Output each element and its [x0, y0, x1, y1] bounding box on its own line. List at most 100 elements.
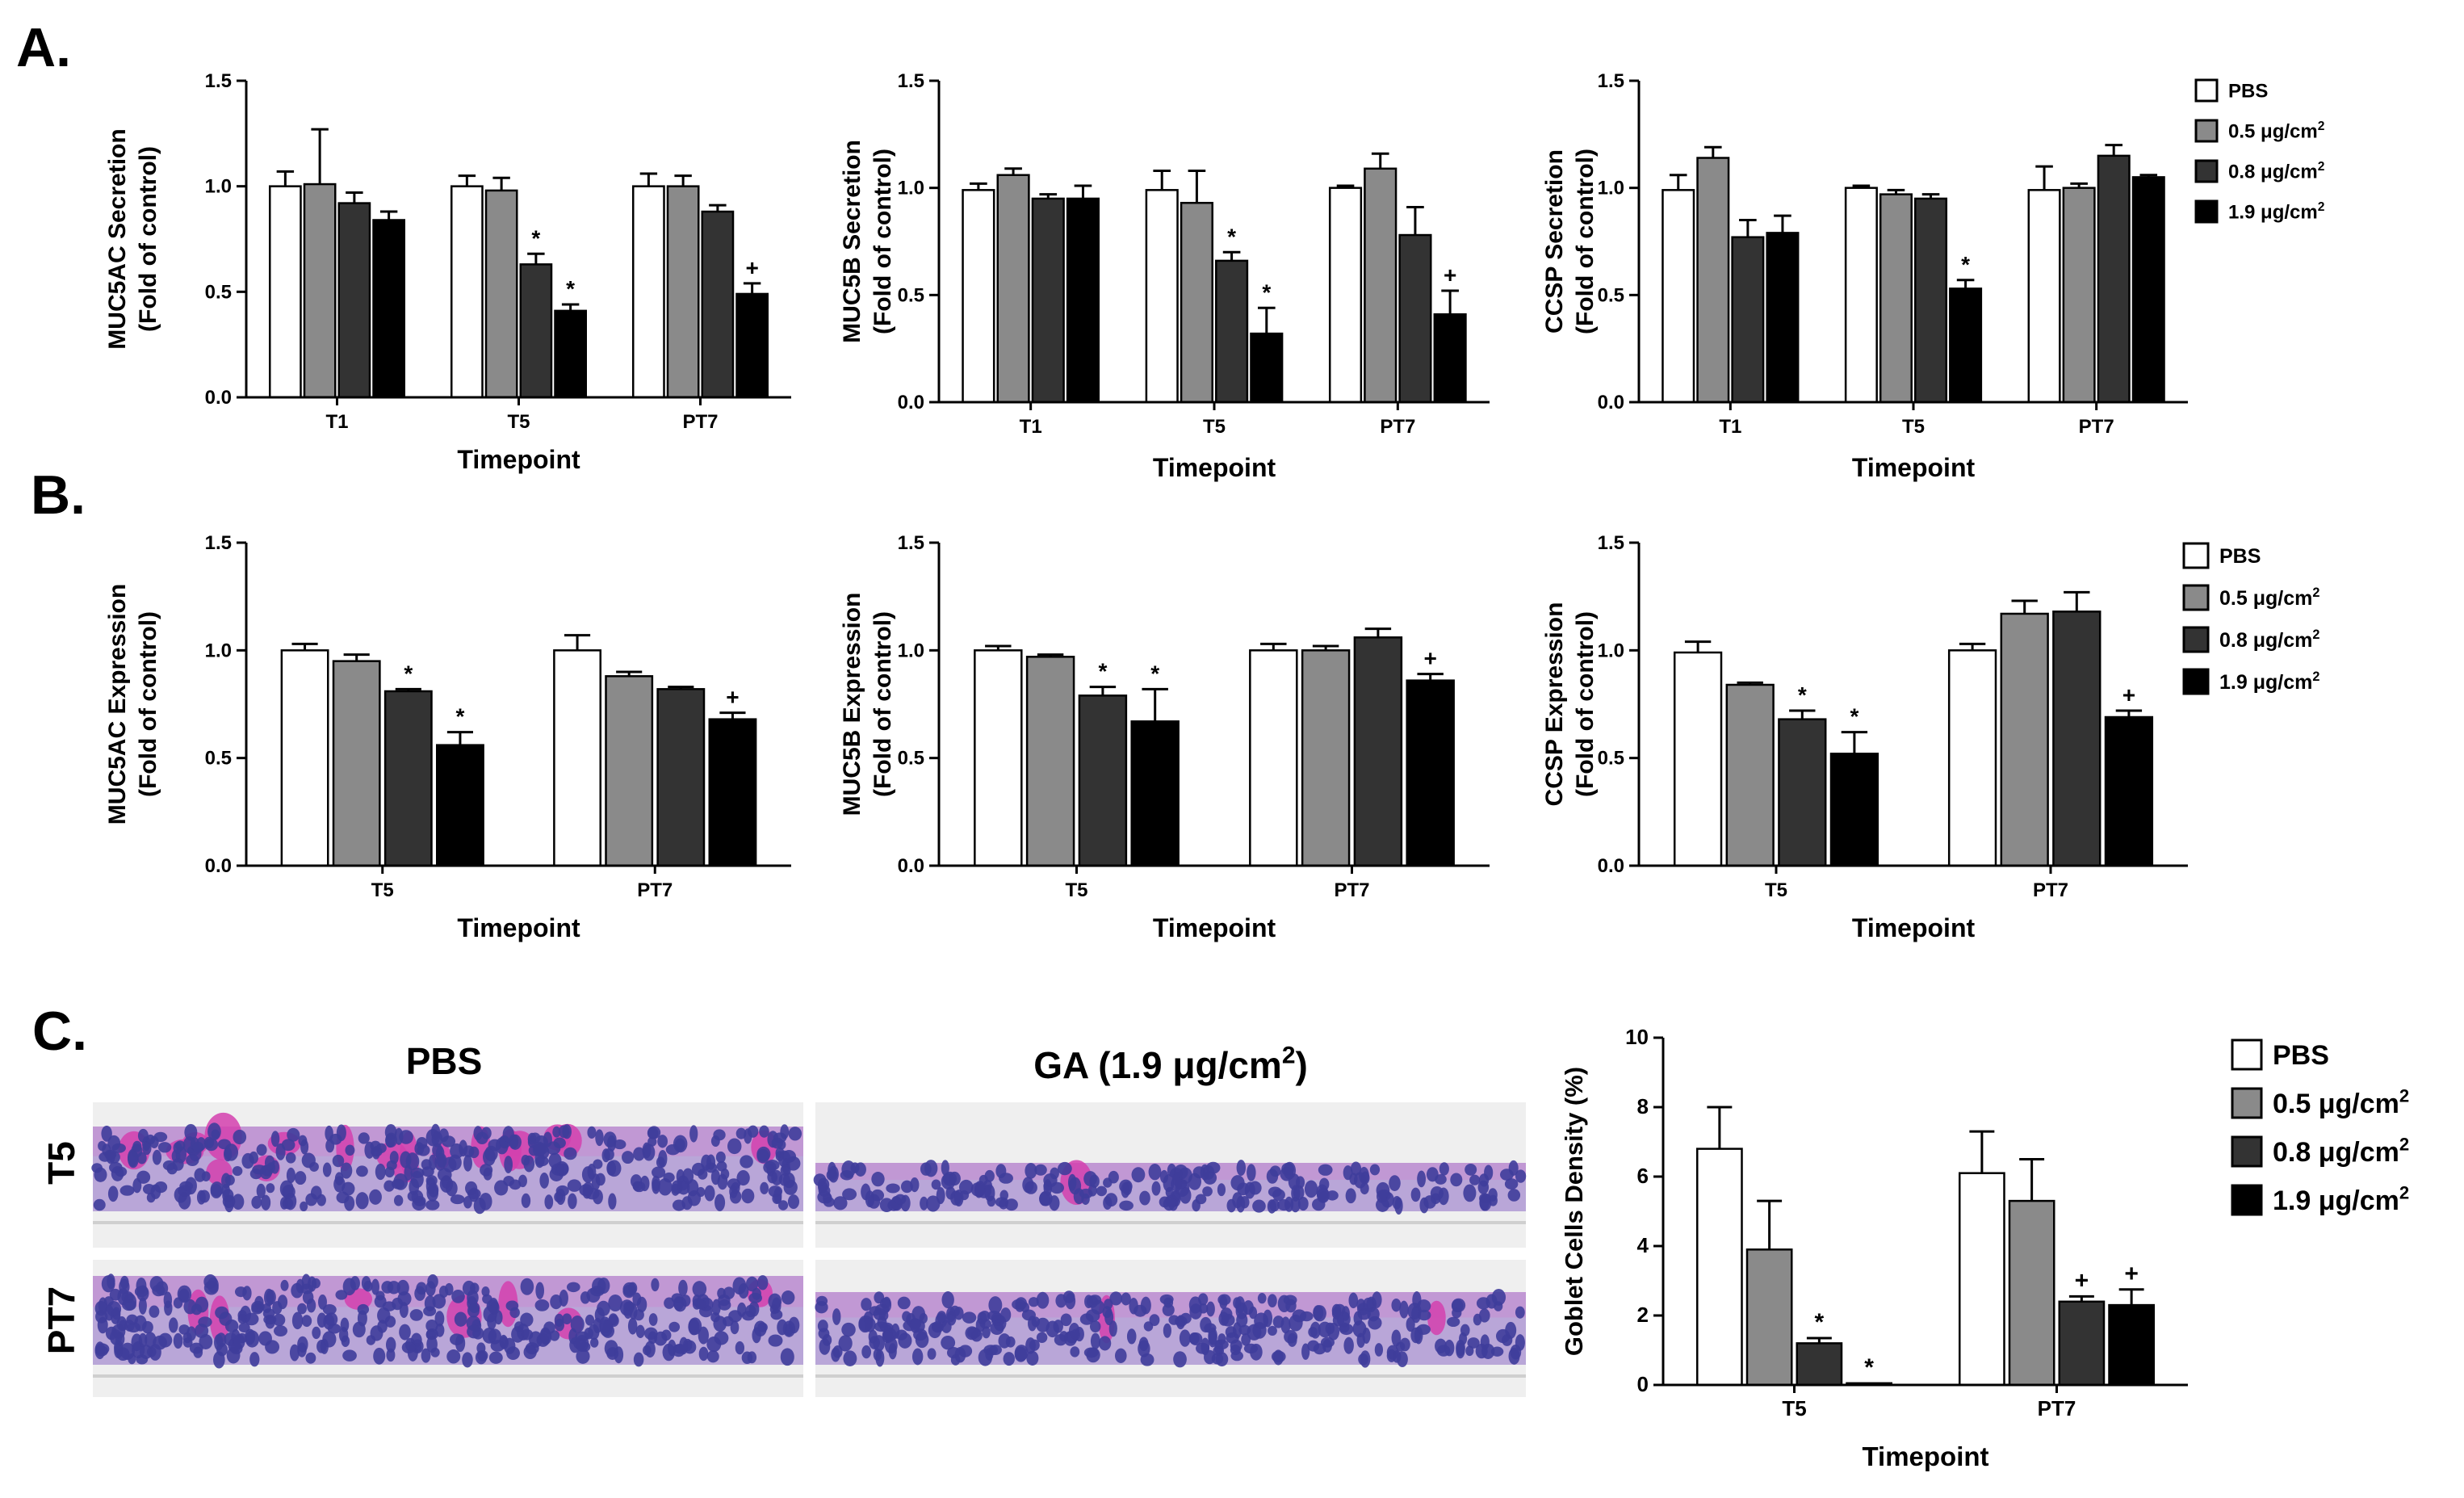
nucleus [599, 1319, 613, 1337]
nucleus [291, 1311, 304, 1330]
nucleus [441, 1135, 456, 1148]
nucleus [1022, 1177, 1034, 1194]
nucleus [1195, 1194, 1207, 1205]
nucleus [925, 1195, 941, 1212]
significance-mark: + [745, 255, 758, 280]
nucleus [356, 1165, 368, 1177]
nucleus [1343, 1336, 1354, 1354]
nucleus [777, 1200, 789, 1211]
y-tick-label: 0.5 [898, 748, 924, 770]
nucleus [861, 1345, 871, 1359]
nucleus [285, 1152, 296, 1164]
bar [1328, 187, 1363, 404]
nucleus [106, 1150, 115, 1164]
nucleus [357, 1303, 370, 1315]
nucleus [1317, 1187, 1330, 1203]
nucleus [1290, 1196, 1301, 1213]
nucleus [487, 1313, 497, 1330]
nucleus [232, 1165, 243, 1177]
nucleus [757, 1275, 769, 1290]
nucleus [286, 1167, 295, 1183]
x-tick-label: T5 [507, 411, 530, 433]
nucleus [1459, 1332, 1468, 1345]
nucleus [1096, 1185, 1108, 1197]
y-tick-label: 0.0 [898, 855, 924, 877]
nucleus [282, 1198, 294, 1210]
legend-swatch [2182, 668, 2210, 695]
nucleus [757, 1322, 768, 1332]
nucleus [1336, 1311, 1351, 1328]
nucleus [787, 1194, 800, 1209]
nucleus [405, 1152, 420, 1170]
bar [269, 185, 302, 399]
nucleus [1300, 1311, 1314, 1322]
nucleus [1205, 1161, 1221, 1174]
y-tick-label: 1.0 [205, 176, 232, 198]
nucleus [661, 1329, 672, 1341]
nucleus [1114, 1348, 1127, 1363]
nucleus [894, 1194, 907, 1205]
nucleus [673, 1296, 684, 1311]
nucleus [1322, 1339, 1332, 1353]
nucleus [1065, 1292, 1076, 1310]
nucleus [736, 1170, 750, 1186]
nucleus [479, 1192, 492, 1211]
significance-mark: * [531, 225, 540, 250]
significance-mark: * [1227, 224, 1236, 249]
nucleus [1031, 1316, 1041, 1328]
nucleus [658, 1177, 673, 1196]
panel-letter-c: C. [32, 1001, 87, 1062]
nucleus [1086, 1347, 1100, 1363]
nucleus [302, 1290, 314, 1305]
nucleus [591, 1173, 601, 1191]
nucleus [1495, 1328, 1511, 1344]
nucleus [1238, 1324, 1251, 1336]
nucleus [741, 1188, 755, 1204]
nucleus [152, 1149, 162, 1165]
nucleus [173, 1142, 182, 1154]
bar [1696, 1148, 1743, 1387]
nucleus [1214, 1339, 1229, 1350]
nucleus [1369, 1164, 1381, 1176]
nucleus [111, 1307, 121, 1320]
nucleus [931, 1179, 941, 1190]
bar [2108, 1303, 2155, 1387]
bar [553, 649, 601, 867]
legend-swatch [2182, 584, 2210, 611]
nucleus [184, 1123, 198, 1141]
nucleus [1480, 1334, 1490, 1350]
nucleus [633, 1352, 644, 1367]
legend-swatch [2231, 1087, 2263, 1119]
nucleus [189, 1342, 203, 1354]
nucleus [266, 1183, 275, 1194]
legend-swatch [2194, 159, 2219, 183]
nucleus [936, 1186, 945, 1205]
nucleus [608, 1294, 623, 1312]
nucleus [1326, 1190, 1339, 1201]
bar [1249, 649, 1298, 867]
y-tick-label: 4 [1637, 1233, 1649, 1257]
nucleus [1087, 1184, 1097, 1197]
x-axis-label: Timepoint [1153, 913, 1276, 942]
nucleus [1499, 1169, 1514, 1181]
nucleus [875, 1349, 885, 1367]
nucleus [570, 1315, 585, 1333]
nucleus [263, 1288, 274, 1307]
legend-swatch [2182, 542, 2210, 569]
nucleus [93, 1198, 106, 1211]
nucleus [1108, 1170, 1119, 1184]
x-tick-label: T5 [1765, 879, 1787, 901]
nucleus [254, 1295, 264, 1310]
nucleus [94, 1341, 106, 1360]
nucleus [214, 1334, 224, 1351]
histology-pbs-pt7 [93, 1260, 803, 1397]
y-axis-label: Goblet Cells Density (%) [1560, 1067, 1588, 1356]
nucleus [595, 1129, 604, 1147]
nucleus [425, 1128, 440, 1147]
nucleus [192, 1141, 204, 1153]
nucleus [425, 1319, 438, 1332]
nucleus [559, 1289, 568, 1307]
bar [708, 718, 757, 867]
nucleus [1217, 1294, 1231, 1306]
bar [974, 649, 1023, 867]
